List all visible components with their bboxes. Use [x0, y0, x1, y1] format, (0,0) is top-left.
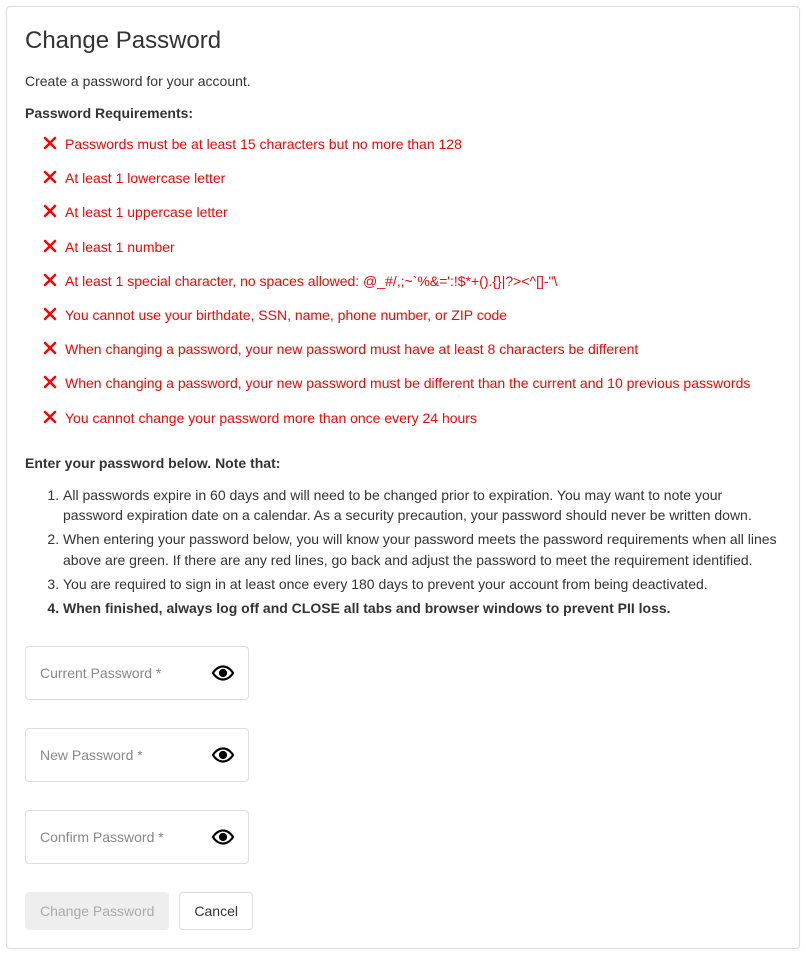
current-password-field-wrapper [25, 646, 249, 700]
requirement-item: When changing a password, your new passw… [43, 340, 781, 358]
note-item: When entering your password below, you w… [63, 529, 781, 570]
x-icon [43, 239, 57, 253]
requirement-text: At least 1 number [65, 238, 175, 256]
eye-icon [211, 825, 235, 849]
x-icon [43, 204, 57, 218]
requirement-text: You cannot change your password more tha… [65, 409, 477, 427]
toggle-visibility-current[interactable] [210, 660, 236, 686]
notes-heading: Enter your password below. Note that: [25, 455, 781, 471]
requirement-item: When changing a password, your new passw… [43, 374, 781, 392]
x-icon [43, 273, 57, 287]
x-icon [43, 307, 57, 321]
requirement-text: Passwords must be at least 15 characters… [65, 135, 462, 153]
new-password-field-wrapper [25, 728, 249, 782]
x-icon [43, 375, 57, 389]
requirements-heading: Password Requirements: [25, 105, 781, 121]
requirement-item: At least 1 number [43, 238, 781, 256]
x-icon [43, 341, 57, 355]
change-password-button[interactable]: Change Password [25, 892, 169, 930]
requirement-text: When changing a password, your new passw… [65, 374, 750, 392]
requirement-item: Passwords must be at least 15 characters… [43, 135, 781, 153]
x-icon [43, 410, 57, 424]
requirements-list: Passwords must be at least 15 characters… [25, 135, 781, 427]
button-row: Change Password Cancel [25, 892, 781, 930]
requirement-item: At least 1 uppercase letter [43, 203, 781, 221]
requirement-item: You cannot use your birthdate, SSN, name… [43, 306, 781, 324]
toggle-visibility-new[interactable] [210, 742, 236, 768]
requirement-item: You cannot change your password more tha… [43, 409, 781, 427]
page-subtitle: Create a password for your account. [25, 73, 781, 89]
x-icon [43, 170, 57, 184]
note-item: When finished, always log off and CLOSE … [63, 598, 781, 618]
eye-icon [211, 743, 235, 767]
confirm-password-input[interactable] [38, 828, 210, 846]
requirement-item: At least 1 lowercase letter [43, 169, 781, 187]
eye-icon [211, 661, 235, 685]
requirement-text: At least 1 lowercase letter [65, 169, 225, 187]
requirement-text: When changing a password, your new passw… [65, 340, 638, 358]
note-item: You are required to sign in at least onc… [63, 574, 781, 594]
requirement-text: You cannot use your birthdate, SSN, name… [65, 306, 507, 324]
new-password-input[interactable] [38, 746, 210, 764]
change-password-card: Change Password Create a password for yo… [6, 6, 800, 949]
x-icon [43, 136, 57, 150]
current-password-input[interactable] [38, 664, 210, 682]
requirement-text: At least 1 special character, no spaces … [65, 272, 557, 290]
confirm-password-field-wrapper [25, 810, 249, 864]
notes-list: All passwords expire in 60 days and will… [25, 485, 781, 619]
page-title: Change Password [25, 27, 781, 55]
requirement-item: At least 1 special character, no spaces … [43, 272, 781, 290]
toggle-visibility-confirm[interactable] [210, 824, 236, 850]
requirement-text: At least 1 uppercase letter [65, 203, 228, 221]
cancel-button[interactable]: Cancel [179, 892, 253, 930]
note-item: All passwords expire in 60 days and will… [63, 485, 781, 526]
